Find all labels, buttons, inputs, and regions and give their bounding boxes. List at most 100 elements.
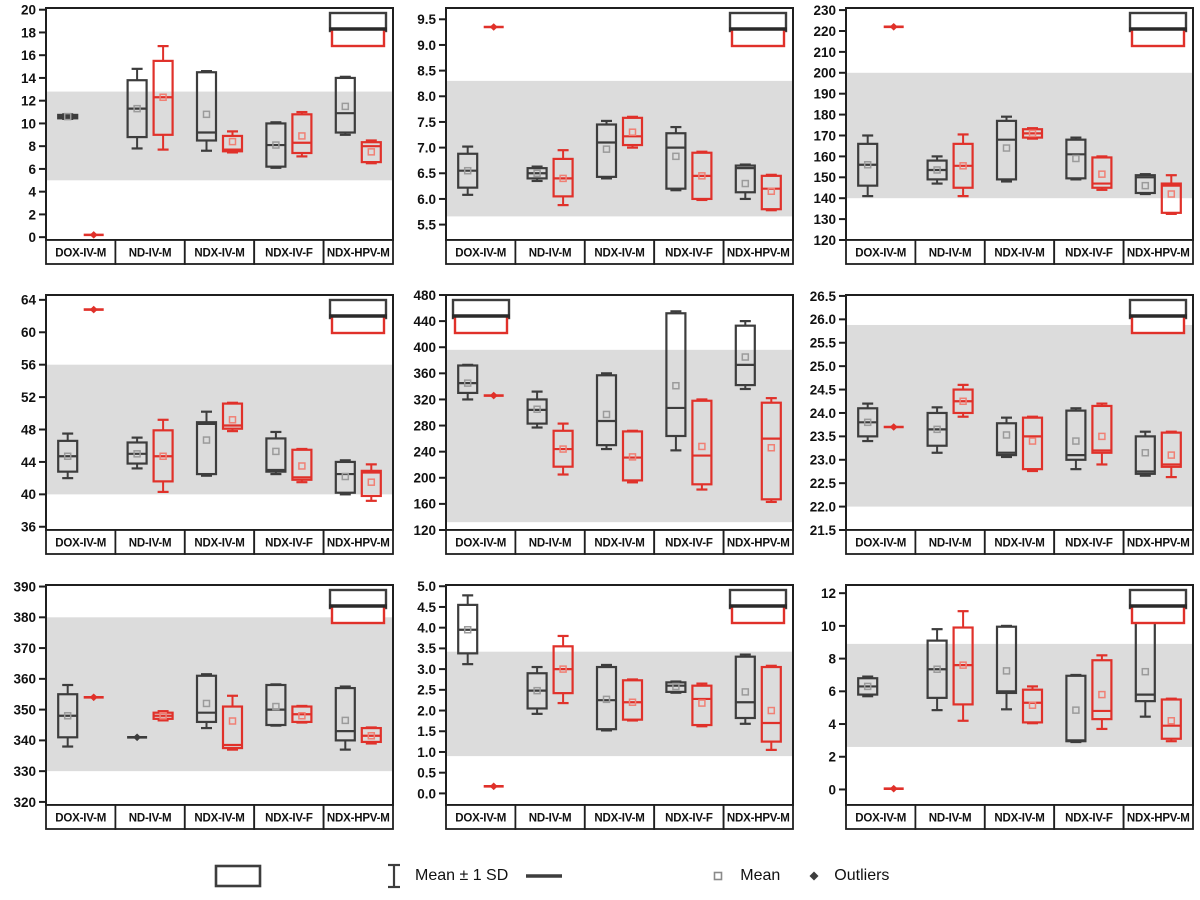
box-red-ND-IV-M [152, 44, 174, 151]
svg-text:9.5: 9.5 [417, 12, 436, 27]
svg-text:120: 120 [413, 523, 436, 538]
category-label: NDX-IV-M [994, 247, 1044, 259]
svg-text:8.5: 8.5 [417, 63, 436, 78]
mean-square-icon [712, 870, 724, 882]
category-label: NDX-IV-F [265, 247, 313, 259]
box-black-NDX-IV-M [995, 115, 1018, 183]
category-label: NDX-IV-M [194, 812, 244, 824]
reference-band [446, 349, 793, 523]
svg-text:200: 200 [413, 471, 436, 486]
box-red-NDX-HPV-M [760, 664, 782, 751]
category-label: ND-IV-M [529, 247, 572, 259]
y-axis: 120 160 200 240 280 320 360 400 440 480 [413, 288, 446, 538]
category-cell [114, 239, 186, 265]
category-label: NDX-HPV-M [327, 247, 390, 259]
svg-text:240: 240 [413, 445, 436, 460]
subplot-7-chart: 320 330 340 350 360 370 380 390 DOX-IV-M ND-IV-M N… [13, 579, 394, 830]
svg-text:56: 56 [21, 358, 37, 373]
category-label: DOX-IV-M [55, 247, 106, 259]
category-label: NDX-IV-M [994, 812, 1044, 824]
category-cell [183, 804, 256, 830]
category-label: DOX-IV-M [855, 812, 906, 824]
svg-text:40: 40 [21, 487, 36, 502]
box-red-ND-IV-M [552, 422, 574, 476]
subplot-8-chart: 0.0 0.5 1.0 1.5 2.0 2.5 3.0 3.5 4.0 4.5 5.0 DOX-IV-… [417, 579, 794, 830]
svg-text:14: 14 [21, 71, 37, 86]
svg-text:320: 320 [13, 795, 36, 810]
y-axis: 320 330 340 350 360 370 380 390 [13, 579, 46, 810]
svg-text:220: 220 [813, 24, 836, 39]
x-axis-category-row: DOX-IV-M ND-IV-M NDX-IV-M NDX-IV-F NDX-HPV-M [445, 239, 794, 265]
svg-text:16: 16 [21, 48, 37, 63]
box-black-NDX-IV-F [665, 125, 687, 192]
inset-box-sample [1128, 588, 1188, 625]
svg-text:18: 18 [21, 25, 37, 40]
svg-text:24.5: 24.5 [810, 382, 837, 397]
y-axis: 21.5 22.0 22.5 23.0 23.5 24.0 24.5 25.0 25.5 26.0… [810, 289, 846, 538]
svg-text:6: 6 [28, 162, 36, 177]
subplot-1-chart: 0 2 4 6 8 10 12 14 16 18 20 DOX-IV-M ND-IV-M NDX-IV-M… [21, 3, 394, 265]
box-red-NDX-HPV-M [360, 726, 382, 745]
y-axis: 0 2 4 6 8 10 12 [821, 586, 846, 797]
svg-text:480: 480 [413, 288, 436, 303]
box-black-NDX-IV-F [1065, 136, 1087, 181]
category-label: NDX-IV-M [594, 812, 644, 824]
svg-text:280: 280 [413, 418, 436, 433]
errorbar-icon [385, 861, 403, 891]
y-axis: 36 40 44 48 52 56 60 64 [21, 293, 46, 535]
svg-text:44: 44 [21, 455, 37, 470]
category-label: ND-IV-M [929, 537, 972, 549]
svg-text:10: 10 [821, 619, 836, 634]
category-label: DOX-IV-M [855, 247, 906, 259]
subplot-2-chart: 5.5 6.0 6.5 7.0 7.5 8.0 8.5 9.0 9.5 DOX-IV-M ND-IV… [417, 7, 794, 265]
box-red-NDX-IV-M [1021, 685, 1044, 725]
svg-text:0.5: 0.5 [417, 766, 436, 781]
category-label: ND-IV-M [929, 812, 972, 824]
category-label: DOX-IV-M [455, 812, 506, 824]
category-label: NDX-HPV-M [1127, 812, 1190, 824]
category-cell [914, 804, 986, 830]
category-cell [322, 239, 394, 265]
y-axis: 5.5 6.0 6.5 7.0 7.5 8.0 8.5 9.0 9.5 [417, 12, 446, 232]
box-black-ND-IV-M [127, 733, 148, 742]
legend-mean-label: Mean [740, 867, 781, 884]
svg-text:370: 370 [13, 641, 36, 656]
inset-box-sample [328, 11, 388, 48]
category-label: NDX-HPV-M [727, 812, 790, 824]
median-line-icon [524, 872, 564, 880]
box-black-NDX-IV-F [1065, 407, 1087, 471]
category-cell [1122, 529, 1194, 555]
svg-text:10: 10 [21, 116, 36, 131]
category-label: NDX-IV-M [594, 247, 644, 259]
svg-text:22.0: 22.0 [810, 499, 836, 514]
legend-bar: Mean ± 1 SD Mean Outliers [0, 852, 1200, 900]
box-black-DOX-IV-M [457, 594, 479, 666]
box-red-DOX-IV-M [883, 23, 904, 31]
svg-text:8: 8 [28, 139, 36, 154]
box-red-NDX-IV-M [1021, 127, 1044, 140]
svg-text:1.5: 1.5 [417, 724, 436, 739]
box-black-ND-IV-M [926, 406, 948, 454]
box-black-NDX-HPV-M [1134, 430, 1156, 477]
box-red-NDX-IV-F [291, 447, 313, 484]
box-black-NDX-HPV-M [334, 459, 356, 496]
svg-text:160: 160 [813, 149, 836, 164]
category-cell [183, 529, 256, 555]
svg-text:7.0: 7.0 [417, 140, 436, 155]
box-black-NDX-HPV-M [734, 653, 756, 725]
category-label: NDX-IV-F [1065, 812, 1113, 824]
category-label: NDX-HPV-M [327, 537, 390, 549]
inset-box-sample [451, 298, 511, 335]
box-black-ND-IV-M [526, 665, 548, 715]
inset-box-sample [1128, 11, 1188, 48]
box-black-NDX-IV-M [195, 673, 218, 730]
svg-text:36: 36 [21, 520, 37, 535]
svg-text:7.5: 7.5 [417, 115, 436, 130]
category-cell [1122, 239, 1194, 265]
box-red-NDX-HPV-M [1160, 174, 1182, 215]
category-cell [983, 804, 1056, 830]
svg-text:0: 0 [28, 230, 36, 245]
box-black-ND-IV-M [926, 155, 948, 185]
category-cell [583, 804, 656, 830]
category-label: NDX-HPV-M [727, 247, 790, 259]
